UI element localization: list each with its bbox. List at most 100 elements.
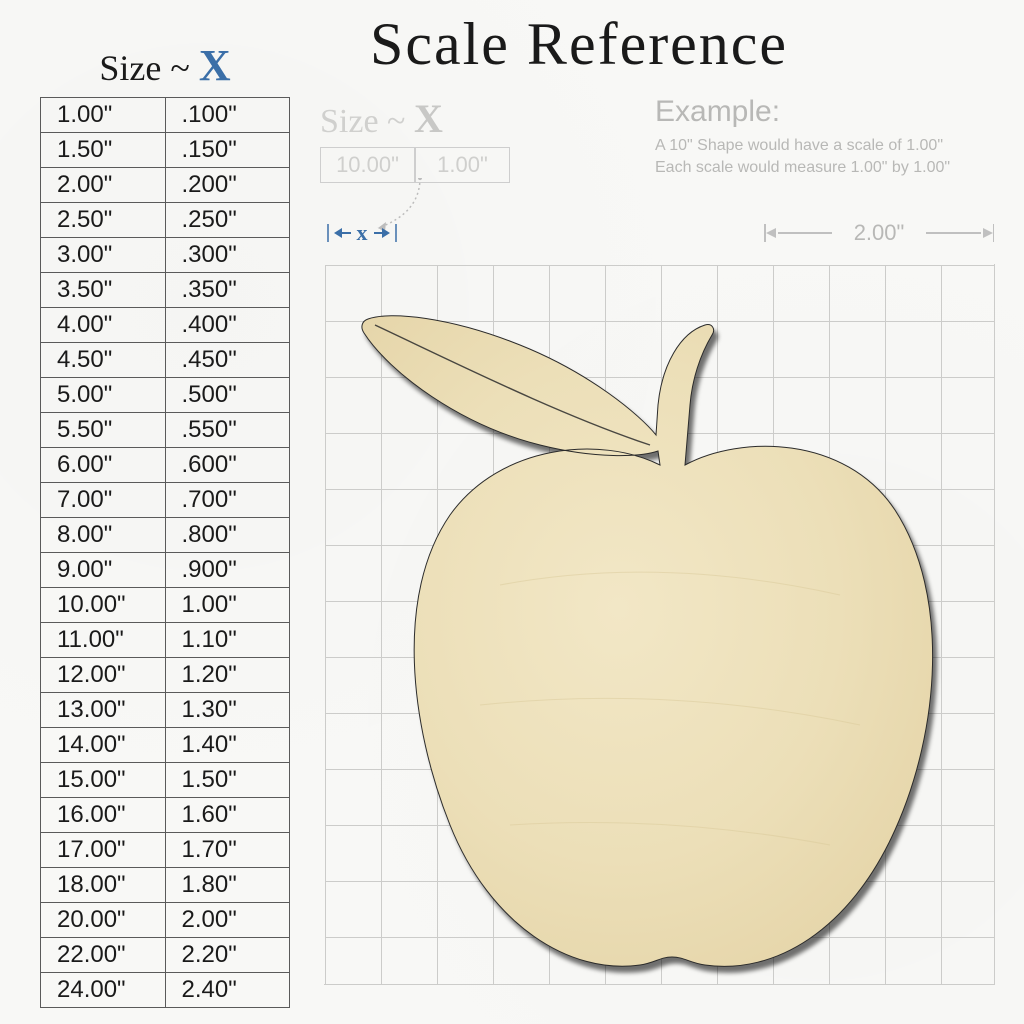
- table-cell: 3.50": [41, 273, 166, 308]
- ruler-marker: 2.00": [764, 220, 994, 246]
- table-row: 3.00".300": [41, 238, 290, 273]
- size-table: Size ~ X 1.00".100"1.50".150"2.00".200"2…: [40, 40, 290, 1008]
- table-cell: 15.00": [41, 763, 166, 798]
- table-cell: 16.00": [41, 798, 166, 833]
- table-row: 4.00".400": [41, 308, 290, 343]
- table-cell: 1.50": [165, 763, 290, 798]
- arrow-left-icon: [983, 228, 993, 238]
- table-cell: .150": [165, 133, 290, 168]
- table-row: 1.50".150": [41, 133, 290, 168]
- table-cell: 2.20": [165, 938, 290, 973]
- table-row: 5.00".500": [41, 378, 290, 413]
- x-scale-marker: x: [322, 220, 402, 246]
- table-cell: 4.00": [41, 308, 166, 343]
- table-row: 8.00".800": [41, 518, 290, 553]
- table-row: 13.00"1.30": [41, 693, 290, 728]
- table-cell: .400": [165, 308, 290, 343]
- table-cell: 3.00": [41, 238, 166, 273]
- apple-body-icon: [362, 316, 933, 967]
- table-heading-prefix: Size ~: [99, 48, 198, 88]
- table-cell: 5.50": [41, 413, 166, 448]
- example-line1: A 10" Shape would have a scale of 1.00": [655, 135, 1015, 157]
- table-row: 17.00"1.70": [41, 833, 290, 868]
- table-cell: 1.00": [165, 588, 290, 623]
- tick-left-icon: [322, 224, 334, 242]
- table-cell: .350": [165, 273, 290, 308]
- example-line2: Each scale would measure 1.00" by 1.00": [655, 157, 1015, 179]
- table-row: 10.00"1.00": [41, 588, 290, 623]
- example-heading: Example:: [655, 95, 1015, 129]
- table-cell: 24.00": [41, 973, 166, 1008]
- table-row: 18.00"1.80": [41, 868, 290, 903]
- table-cell: 1.20": [165, 658, 290, 693]
- table-cell: 17.00": [41, 833, 166, 868]
- table-cell: .800": [165, 518, 290, 553]
- table-cell: .600": [165, 448, 290, 483]
- table-cell: .300": [165, 238, 290, 273]
- table-row: 7.00".700": [41, 483, 290, 518]
- table-heading: Size ~ X: [40, 40, 290, 91]
- table-cell: .450": [165, 343, 290, 378]
- sizes-table: 1.00".100"1.50".150"2.00".200"2.50".250"…: [40, 97, 290, 1008]
- arrow-left-icon: [382, 228, 390, 238]
- table-cell: 11.00": [41, 623, 166, 658]
- page-title: Scale Reference: [370, 10, 788, 79]
- table-cell: 1.00": [41, 98, 166, 133]
- table-row: 6.00".600": [41, 448, 290, 483]
- table-row: 2.50".250": [41, 203, 290, 238]
- table-cell: .200": [165, 168, 290, 203]
- table-cell: 1.70": [165, 833, 290, 868]
- table-cell: 6.00": [41, 448, 166, 483]
- ruler-label: 2.00": [854, 220, 905, 246]
- table-cell: 1.80": [165, 868, 290, 903]
- apple-shape: [340, 285, 980, 985]
- table-cell: 20.00": [41, 903, 166, 938]
- table-cell: .250": [165, 203, 290, 238]
- table-row: 22.00"2.20": [41, 938, 290, 973]
- table-row: 20.00"2.00": [41, 903, 290, 938]
- table-row: 3.50".350": [41, 273, 290, 308]
- example-text: Example: A 10" Shape would have a scale …: [655, 95, 1015, 178]
- table-row: 12.00"1.20": [41, 658, 290, 693]
- ruler-tick-right: [993, 224, 995, 242]
- table-row: 16.00"1.60": [41, 798, 290, 833]
- tick-right-icon: [390, 224, 402, 242]
- x-marker-label: x: [357, 220, 368, 246]
- table-cell: 8.00": [41, 518, 166, 553]
- table-cell: 9.00": [41, 553, 166, 588]
- table-cell: 2.50": [41, 203, 166, 238]
- table-cell: 14.00": [41, 728, 166, 763]
- table-cell: .500": [165, 378, 290, 413]
- table-cell: 1.10": [165, 623, 290, 658]
- table-heading-x: X: [199, 41, 231, 90]
- table-row: 9.00".900": [41, 553, 290, 588]
- table-row: 11.00"1.10": [41, 623, 290, 658]
- table-row: 24.00"2.40": [41, 973, 290, 1008]
- table-cell: .700": [165, 483, 290, 518]
- table-cell: 10.00": [41, 588, 166, 623]
- table-row: 4.50".450": [41, 343, 290, 378]
- table-cell: .100": [165, 98, 290, 133]
- table-row: 14.00"1.40": [41, 728, 290, 763]
- table-cell: 1.50": [41, 133, 166, 168]
- table-cell: 2.00": [41, 168, 166, 203]
- arrow-right-icon: [334, 228, 342, 238]
- ghost-heading-prefix: Size ~: [320, 103, 414, 140]
- table-cell: 1.60": [165, 798, 290, 833]
- table-cell: 2.00": [165, 903, 290, 938]
- table-cell: .550": [165, 413, 290, 448]
- table-row: 2.00".200": [41, 168, 290, 203]
- table-cell: 13.00": [41, 693, 166, 728]
- table-cell: 7.00": [41, 483, 166, 518]
- table-cell: 22.00": [41, 938, 166, 973]
- table-cell: 4.50": [41, 343, 166, 378]
- table-row: 15.00"1.50": [41, 763, 290, 798]
- arrow-right-icon: [766, 228, 776, 238]
- table-cell: 2.40": [165, 973, 290, 1008]
- table-cell: .900": [165, 553, 290, 588]
- table-cell: 18.00": [41, 868, 166, 903]
- table-cell: 1.40": [165, 728, 290, 763]
- table-cell: 1.30": [165, 693, 290, 728]
- table-row: 1.00".100": [41, 98, 290, 133]
- table-row: 5.50".550": [41, 413, 290, 448]
